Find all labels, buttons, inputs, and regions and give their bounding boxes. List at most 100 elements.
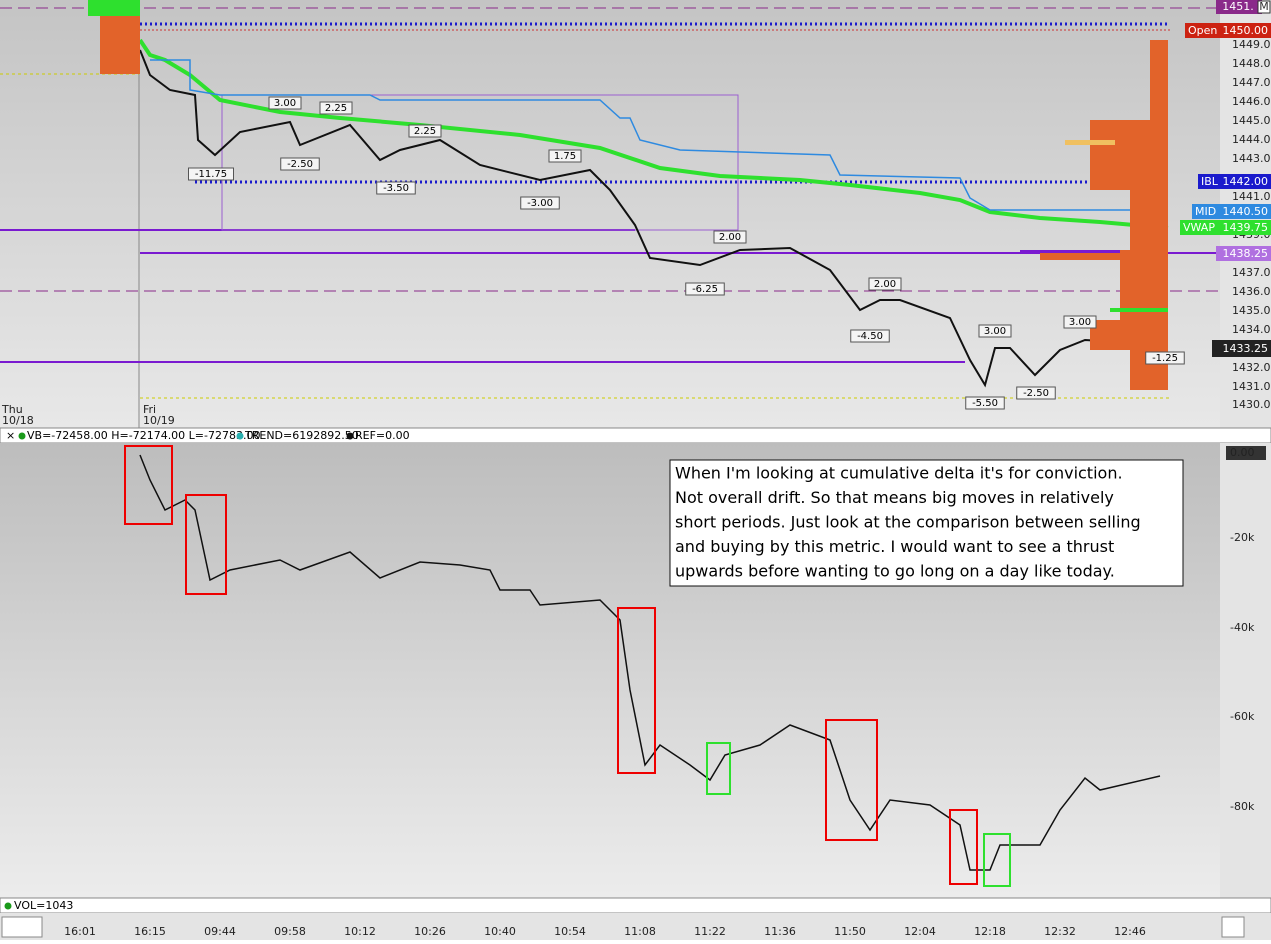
- price-tick: 1447.0: [1232, 76, 1271, 89]
- note-line: When I'm looking at cumulative delta it'…: [675, 464, 1123, 483]
- date-label: 10/19: [143, 414, 175, 427]
- price-tick: 1443.0: [1232, 152, 1271, 165]
- refresh-button[interactable]: [1221, 916, 1245, 938]
- annotation: -3.50: [383, 183, 409, 194]
- price-tick: 1435.0: [1232, 304, 1271, 317]
- annotations: 3.00 2.25 2.25 1.75 -11.75 -2.50 -3.50 -3.00 2.0…: [188, 96, 1185, 410]
- high-tag-box: [1257, 0, 1271, 14]
- annotation-box: [713, 230, 747, 244]
- ref-value: REF=0.00: [355, 429, 410, 442]
- time-tick: 12:04: [904, 925, 936, 938]
- annotation: -1.25: [1152, 353, 1178, 364]
- time-tick: 12:18: [974, 925, 1006, 938]
- note-text: When I'm looking at cumulative delta it'…: [675, 464, 1141, 581]
- delta-axis: [1220, 443, 1271, 898]
- date-label: Thu: [1, 403, 23, 416]
- time-tick: 10:54: [554, 925, 586, 938]
- annotation: -6.25: [692, 284, 718, 295]
- price-tick: 1432.0: [1232, 361, 1271, 374]
- time-axis: [0, 913, 1271, 940]
- volume-profile: [1020, 40, 1168, 390]
- annotation-box: [319, 101, 353, 115]
- vwap-flag: [1180, 220, 1271, 235]
- time-tick: 11:22: [694, 925, 726, 938]
- high-tag: M: [1259, 0, 1269, 13]
- time-tick: 11:08: [624, 925, 656, 938]
- annotation-box: [408, 124, 442, 138]
- ibl-name: IBL: [1201, 175, 1219, 188]
- mid-line: [150, 59, 1168, 211]
- time-tick: 16:15: [134, 925, 166, 938]
- annotation-box: [268, 96, 302, 110]
- annotation: -11.75: [195, 169, 227, 180]
- high-flag: [1216, 0, 1262, 14]
- annotation: -2.50: [287, 159, 313, 170]
- time-tick: 16:01: [64, 925, 96, 938]
- prior-profile: [100, 16, 140, 74]
- annotation: 1.75: [554, 151, 576, 162]
- annotation-box: [868, 277, 902, 291]
- delta-tick: -80k: [1230, 800, 1255, 813]
- annotation-box: [965, 396, 1005, 410]
- note-line: short periods. Just look at the comparis…: [675, 513, 1141, 532]
- volume-value: VOL=1043: [14, 899, 73, 912]
- annotation: -4.50: [857, 331, 883, 342]
- time-tick: 09:44: [204, 925, 236, 938]
- price-tick: 1431.0: [1232, 380, 1271, 393]
- annotation-box: [376, 181, 416, 195]
- price-tick: 1436.0: [1232, 285, 1271, 298]
- high-label: 1451.: [1222, 0, 1254, 13]
- annotation: 2.25: [414, 126, 436, 137]
- price-tick: 1444.0: [1232, 133, 1271, 146]
- time-tick: 10:26: [414, 925, 446, 938]
- ibl-flag: [1198, 174, 1271, 189]
- time-tick: 11:50: [834, 925, 866, 938]
- price-tick: 1437.0: [1232, 266, 1271, 279]
- annotation-box: [520, 196, 560, 210]
- time-tick: 12:46: [1114, 925, 1146, 938]
- annotation: -3.00: [527, 198, 553, 209]
- vwap-value: 1439.75: [1223, 221, 1269, 234]
- annotation-box: [978, 324, 1012, 338]
- mid-value: 1440.50: [1223, 205, 1269, 218]
- time-tick: 09:58: [274, 925, 306, 938]
- ibl-value: 1442.00: [1223, 175, 1269, 188]
- zero-flag: [1226, 446, 1266, 460]
- open-value: 1450.00: [1223, 24, 1269, 37]
- last-price: 1433.25: [1223, 342, 1269, 355]
- close-icon[interactable]: ×: [6, 429, 15, 442]
- delta-tick: -60k: [1230, 710, 1255, 723]
- note-line: and buying by this metric. I would want …: [675, 537, 1114, 556]
- scroll-box[interactable]: [1, 916, 43, 938]
- annotation-box: [1016, 386, 1056, 400]
- volume-header: [0, 897, 1271, 914]
- annotation-box: [280, 157, 320, 171]
- date-label: 10/18: [2, 414, 34, 427]
- time-tick: 10:40: [484, 925, 516, 938]
- open-flag: [1185, 23, 1271, 38]
- time-tick: 11:36: [764, 925, 796, 938]
- time-tick: 10:12: [344, 925, 376, 938]
- open-name: Open: [1188, 24, 1217, 37]
- level-flag: [1216, 246, 1271, 261]
- delta-tick: 0.00: [1230, 446, 1255, 459]
- annotation: 3.00: [984, 326, 1006, 337]
- annotation: 3.00: [274, 98, 296, 109]
- level-value: 1438.25: [1223, 247, 1269, 260]
- note-box: [669, 459, 1184, 587]
- range-box: [221, 94, 739, 231]
- mid-flag: [1192, 204, 1271, 219]
- last-flag: [1212, 340, 1271, 357]
- annotation-box: [1145, 351, 1185, 365]
- time-ticks: 16:01 16:15 09:44 09:58 10:12 10:26 10:40 10:54…: [64, 925, 1146, 938]
- annotation-box: [850, 329, 890, 343]
- vwap-line: [138, 38, 1169, 230]
- annotation-box: [685, 282, 725, 296]
- price-tick: 1430.0: [1232, 398, 1271, 411]
- price-pane: [0, 0, 1220, 428]
- price-tick: 1449.0: [1232, 38, 1271, 51]
- vb-values: VB=-72458.00 H=-72174.00 L=-72783.00: [27, 429, 260, 442]
- annotation-box: [188, 167, 234, 181]
- annotation: 3.00: [1069, 317, 1091, 328]
